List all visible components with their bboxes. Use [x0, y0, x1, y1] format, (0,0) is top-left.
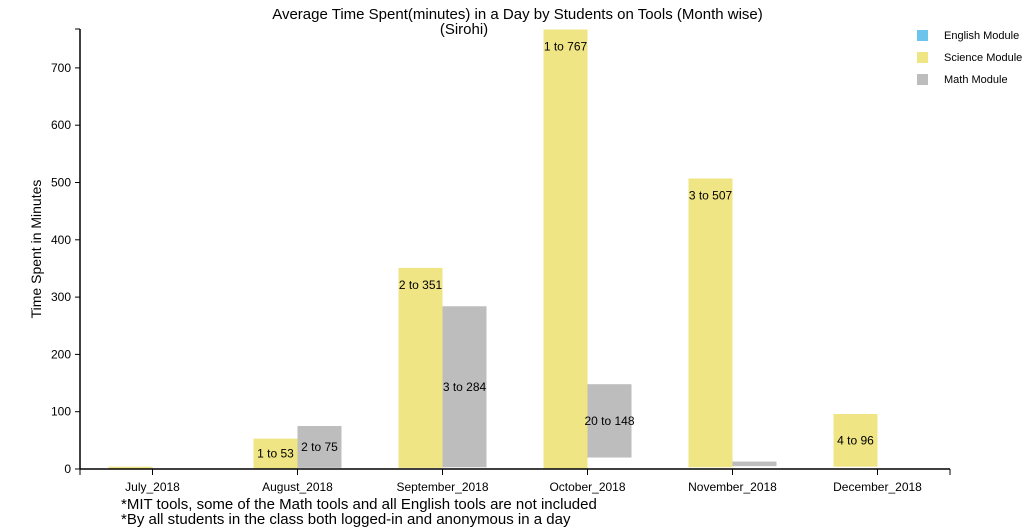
bar-math-module: [587, 384, 632, 458]
legend-label: English Module: [944, 30, 1019, 42]
y-tick-label: 0: [64, 462, 71, 476]
legend-swatch: [917, 52, 928, 63]
y-tick-label: 200: [51, 347, 71, 361]
bar-science-module: [688, 178, 733, 468]
y-tick-label: 600: [51, 118, 71, 132]
legend-swatch: [917, 30, 928, 41]
bar-data-label: 3 to 284: [443, 380, 487, 394]
y-axis-label: Time Spent in Minutes: [28, 180, 44, 319]
y-tick-label: 300: [51, 290, 71, 304]
x-tick-label: November_2018: [688, 480, 777, 494]
footnote-1: *MIT tools, some of the Math tools and a…: [121, 496, 597, 513]
y-tick-label: 500: [51, 176, 71, 190]
x-tick-label: September_2018: [396, 480, 488, 494]
legend-label: Science Module: [944, 52, 1022, 64]
bar-data-label: 1 to 53: [257, 447, 294, 461]
y-tick-label: 400: [51, 233, 71, 247]
legend-swatch: [917, 74, 928, 85]
y-tick-label: 100: [51, 405, 71, 419]
bar-math-module: [442, 306, 487, 468]
bar-science-module: [543, 29, 588, 469]
y-tick-label: 700: [51, 61, 71, 75]
bar-data-label: 2 to 351: [399, 278, 443, 292]
chart-title: Average Time Spent(minutes) in a Day by …: [272, 6, 763, 23]
bar-data-label: 20 to 148: [584, 414, 634, 428]
bar-data-label: 3 to 507: [689, 188, 733, 202]
bar-math-module: [732, 461, 777, 467]
bar-data-label: 1 to 767: [544, 40, 588, 54]
x-tick-label: October_2018: [549, 480, 625, 494]
legend-label: Math Module: [944, 74, 1008, 86]
footnote-2: *By all students in the class both logge…: [121, 511, 571, 528]
bar-science-module: [398, 267, 443, 468]
x-tick-label: August_2018: [262, 480, 333, 494]
x-tick-label: December_2018: [833, 480, 922, 494]
chart-subtitle: (Sirohi): [439, 21, 489, 38]
bar-science-module: [108, 466, 153, 469]
x-tick-label: July_2018: [125, 480, 180, 494]
bar-math-module: [297, 426, 342, 468]
bar-science-module: [833, 413, 878, 467]
bar-science-module: [253, 438, 298, 469]
bar-data-label: 2 to 75: [301, 440, 338, 454]
bar-data-label: 4 to 96: [837, 433, 874, 447]
